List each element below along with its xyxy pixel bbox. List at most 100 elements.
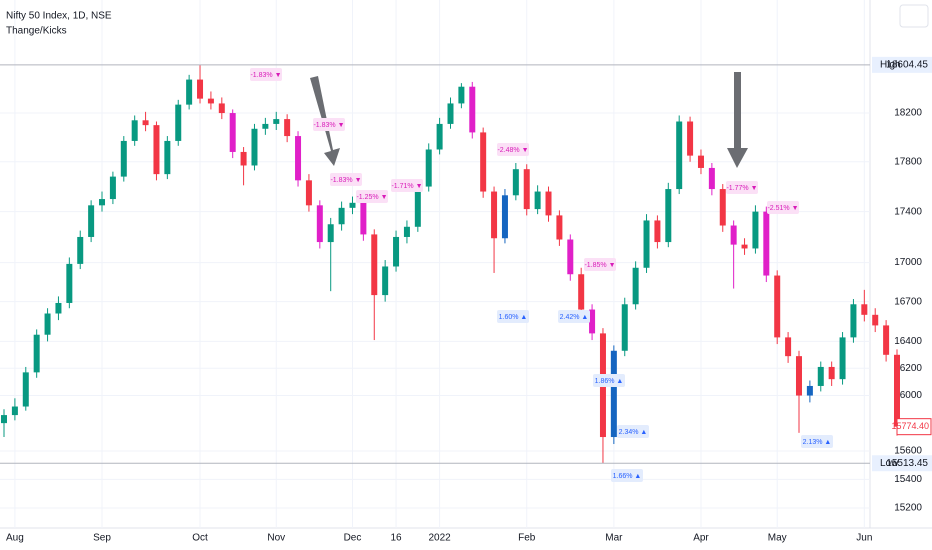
candle-body bbox=[44, 313, 51, 335]
y-tick-label: 16400 bbox=[894, 336, 922, 347]
x-tick-label: Jun bbox=[856, 533, 872, 544]
settings-button[interactable] bbox=[899, 4, 929, 28]
candle-body bbox=[284, 119, 291, 137]
kick-down: -1.71% ▼ bbox=[391, 179, 423, 192]
candle-body bbox=[197, 79, 204, 99]
candle-body bbox=[785, 337, 792, 357]
candle-body bbox=[697, 155, 704, 168]
candle-body bbox=[741, 244, 748, 249]
candle-body bbox=[11, 406, 18, 416]
annotation: -1.85% ▼ bbox=[584, 262, 615, 269]
candle-body bbox=[251, 128, 258, 166]
kick-up: 2.42% ▲ bbox=[558, 310, 590, 323]
candle-body bbox=[610, 350, 617, 438]
candle-body bbox=[491, 191, 498, 239]
kick-up: 1.60% ▲ bbox=[497, 310, 529, 323]
kick-down: -2.48% ▼ bbox=[497, 143, 529, 156]
candle-body bbox=[708, 167, 715, 190]
y-tick-label: 15600 bbox=[894, 446, 922, 457]
y-tick-label: 16000 bbox=[894, 390, 922, 401]
candle-body bbox=[850, 304, 857, 338]
kick-down: -1.83% ▼ bbox=[313, 118, 345, 131]
y-tick-label: 15400 bbox=[894, 474, 922, 485]
reference-label: High bbox=[880, 59, 901, 70]
x-tick-label: Nov bbox=[267, 533, 285, 544]
annotation: -1.83% ▼ bbox=[330, 177, 361, 184]
candle-body bbox=[621, 304, 628, 351]
candle-body bbox=[338, 207, 345, 225]
kick-up: 2.34% ▲ bbox=[617, 425, 649, 438]
kick-down: -2.51% ▼ bbox=[767, 201, 799, 214]
candle-body bbox=[327, 224, 334, 243]
candle-body bbox=[730, 225, 737, 245]
kick-up: 1.86% ▲ bbox=[593, 374, 625, 387]
last-price-tag bbox=[896, 418, 932, 436]
x-tick-label: 16 bbox=[390, 533, 402, 544]
x-tick-label: Aug bbox=[6, 533, 24, 544]
candle-body bbox=[349, 202, 356, 208]
candle-body bbox=[33, 334, 40, 373]
annotation: -1.25% ▼ bbox=[356, 194, 387, 201]
y-tick-label: 18200 bbox=[894, 108, 922, 119]
candle-body bbox=[316, 205, 323, 243]
reference-tag bbox=[872, 455, 932, 472]
kick-down: -1.25% ▼ bbox=[356, 190, 388, 203]
indicator-name: Thange/Kicks bbox=[6, 26, 67, 37]
annotation: 1.66% ▲ bbox=[613, 473, 642, 480]
candle-body bbox=[545, 191, 552, 216]
candles bbox=[1, 64, 900, 464]
candle-body bbox=[512, 169, 519, 196]
annotation: 2.34% ▲ bbox=[619, 429, 648, 436]
candle-body bbox=[371, 234, 378, 296]
annotation: -1.83% ▼ bbox=[313, 122, 344, 129]
candle-body bbox=[567, 239, 574, 275]
annotation: -1.83% ▼ bbox=[250, 72, 281, 79]
candle-body bbox=[752, 211, 759, 249]
candle-body bbox=[175, 104, 182, 141]
reference-tag bbox=[872, 56, 932, 73]
reference-label: Low bbox=[880, 458, 899, 469]
candle-body bbox=[360, 202, 367, 235]
candle-body bbox=[186, 79, 193, 105]
y-tick-label: 17800 bbox=[894, 156, 922, 167]
candle-body bbox=[534, 191, 541, 210]
candle-body bbox=[654, 220, 661, 243]
x-tick-label: 2022 bbox=[428, 533, 451, 544]
candle-body bbox=[382, 266, 389, 296]
candle-body bbox=[436, 123, 443, 150]
kick-down: -1.77% ▼ bbox=[726, 181, 758, 194]
candle-body bbox=[480, 132, 487, 192]
kick-up: 2.13% ▲ bbox=[801, 435, 833, 448]
candle-body bbox=[1, 415, 7, 424]
candle-body bbox=[806, 385, 813, 396]
reference-value: 15513.45 bbox=[886, 458, 928, 469]
candle-body bbox=[643, 220, 650, 268]
chart-title: Nifty 50 Index, 1D, NSE bbox=[6, 11, 112, 22]
y-tick-label: 16200 bbox=[894, 363, 922, 374]
x-tick-label: Mar bbox=[605, 533, 623, 544]
x-tick-label: May bbox=[768, 533, 787, 544]
candle-body bbox=[55, 302, 62, 314]
candle-body bbox=[523, 169, 530, 210]
candle-body bbox=[273, 119, 280, 124]
y-tick-label: 15200 bbox=[894, 503, 922, 514]
candle-body bbox=[229, 113, 236, 152]
candle-body bbox=[501, 195, 508, 239]
x-tick-label: Oct bbox=[192, 533, 208, 544]
annotations: -1.83% ▼ -1.83% ▼ -1.83% ▼ -1.25% ▼ -1.7… bbox=[250, 68, 833, 482]
candle-body bbox=[207, 98, 214, 104]
reference-value: 18604.45 bbox=[886, 59, 928, 70]
candle-body bbox=[120, 140, 127, 177]
candle-body bbox=[99, 199, 106, 206]
candle-body bbox=[218, 103, 225, 114]
candle-body bbox=[305, 180, 312, 206]
candle-body bbox=[77, 236, 84, 264]
candle-body bbox=[556, 215, 563, 240]
candle-body bbox=[632, 267, 639, 305]
x-tick-label: Dec bbox=[344, 533, 362, 544]
candle-body bbox=[665, 189, 672, 243]
x-tick-label: Sep bbox=[93, 533, 111, 544]
candle-body bbox=[817, 366, 824, 386]
